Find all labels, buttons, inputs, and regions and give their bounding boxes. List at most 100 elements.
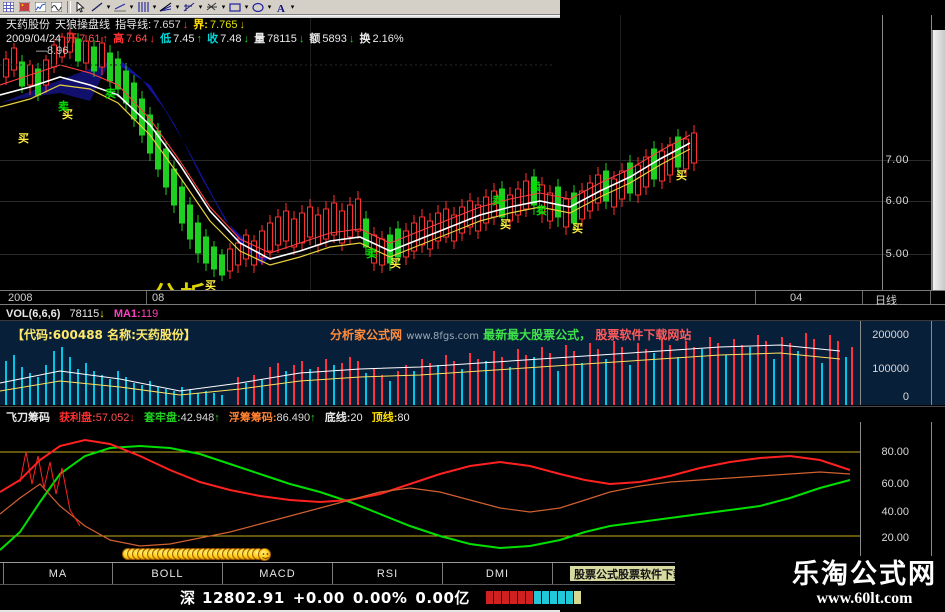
buy-marker: 买 (500, 218, 511, 231)
horizontal-scrollbar-top[interactable] (0, 15, 560, 18)
chevron-down-icon[interactable]: ▾ (106, 3, 111, 11)
indicator-name: 天狼操盘线 (55, 19, 111, 31)
jie-arrow: ↓ (239, 19, 245, 31)
amount-arrow: ↓ (348, 33, 355, 45)
amount-value: 5893 (322, 33, 347, 45)
candlestick-chart (0, 29, 697, 281)
high-arrow: ↓ (149, 33, 156, 45)
trap-arrow: ↑ (214, 412, 220, 424)
vertical-scrollbar[interactable] (932, 30, 945, 290)
buy-marker: 买 (18, 132, 29, 145)
price-tick-label: 6.00 (885, 195, 909, 207)
tab-macd[interactable]: MACD (223, 563, 333, 584)
float-value: 86.490 (276, 412, 311, 424)
tab-ma[interactable]: MA (3, 563, 113, 584)
promo-part-3: 股票软件下载网站 (595, 328, 692, 342)
grid-icon[interactable] (1, 0, 16, 14)
period-label: 日线 (875, 295, 897, 307)
price-y-axis: 7.00 6.00 5.00 (860, 15, 945, 290)
tab-boll[interactable]: BOLL (113, 563, 223, 584)
chart-window-icon[interactable] (33, 0, 48, 14)
chevron-down-icon[interactable]: ▾ (129, 3, 134, 11)
price-chart-panel[interactable]: 买 买 买 买 买 买 买 卖 卖 卖 卖 卖 卖 天药股份 天狼操盘线 指导线… (0, 15, 945, 290)
smiley-face-icon (258, 548, 271, 561)
chevron-down-icon[interactable]: ▾ (244, 3, 249, 11)
rectangle-icon[interactable] (227, 0, 242, 14)
ellipse-icon[interactable] (250, 0, 265, 14)
vol-indicator-name: VOL(6,6,6) (6, 308, 61, 320)
index-change: +0.00 (292, 588, 345, 607)
chevron-down-icon[interactable]: ▾ (152, 3, 157, 11)
market-label: 深 (180, 589, 196, 607)
jie-label: 界: (193, 19, 208, 31)
gridline (0, 160, 945, 161)
top-line-value: 80 (397, 412, 410, 424)
guide-value: 7.657 (153, 19, 181, 31)
volume-chart-panel[interactable]: 【代码:600488 名称:天药股份】 分析家公式网 www.8fgs.com … (0, 320, 945, 405)
text-tool-icon[interactable]: A (273, 0, 288, 14)
close-label: 收 (207, 33, 219, 45)
index-value: 12802.91 (202, 588, 285, 607)
amount-label: 额 (309, 33, 321, 45)
jie-value: 7.765 (209, 19, 238, 31)
promo-url: www.8fgs.com (406, 331, 479, 342)
volume-tick-label: 0 (902, 391, 909, 403)
tab-label: RSI (376, 567, 399, 580)
stock-name: 天药股份 (6, 19, 50, 31)
tab-dmi[interactable]: DMI (443, 563, 553, 584)
ma-note: —8.96 (36, 45, 69, 57)
cursor-arrow-icon[interactable] (73, 0, 88, 14)
fib-lines-icon[interactable] (135, 0, 150, 14)
quote-date: 2009/04/24 (6, 33, 62, 45)
low-arrow: ↑ (196, 33, 203, 45)
low-value: 7.45 (173, 33, 195, 45)
site-watermark: 乐淘公式网 www.60lt.com (792, 560, 937, 608)
vol-ma-value: 119 (140, 308, 159, 320)
date-label-mid: 08 (152, 292, 165, 304)
tab-rsi[interactable]: RSI (333, 563, 443, 584)
indicator-title: 飞刀筹码 (6, 412, 50, 424)
buy-marker: 买 (572, 222, 583, 235)
indicator-tick-label: 60.00 (881, 478, 909, 490)
gann-icon[interactable] (181, 0, 196, 14)
picture-icon[interactable] (17, 0, 32, 14)
line-tool-icon[interactable] (89, 0, 104, 14)
chevron-down-icon[interactable]: ▾ (267, 3, 272, 11)
float-label: 浮筹筹码: (228, 412, 277, 424)
indicator-lines (0, 438, 860, 551)
float-arrow: ↑ (310, 412, 316, 424)
open-value: 7.61 (79, 33, 101, 45)
date-label-start: 2008 (8, 292, 33, 304)
percent-lines-icon[interactable] (204, 0, 219, 14)
guide-label: 指导线: (115, 19, 152, 31)
price-tick-label: 7.00 (885, 154, 909, 166)
market-index-readout: 深 12802.91 +0.00 0.00% 0.00亿 (180, 587, 581, 608)
gridline (620, 15, 621, 290)
close-arrow: ↓ (243, 33, 250, 45)
high-label: 高 (113, 33, 125, 45)
drawing-toolbar[interactable]: ▾ ▾ ▾ ▾ ▾ ▾ ▾ ▾ A ▾ (0, 0, 560, 15)
volume-tick-label: 100000 (872, 363, 909, 375)
profit-label: 获利盘: (59, 412, 96, 424)
buy-marker: 买 (390, 257, 401, 270)
fan-lines-icon[interactable] (158, 0, 173, 14)
chevron-down-icon[interactable]: ▾ (175, 3, 180, 11)
chevron-down-icon[interactable]: ▾ (198, 3, 203, 11)
indicator-tick-label: 80.00 (881, 446, 909, 458)
site-name: 乐淘公式网 (792, 559, 937, 590)
volume-bars (0, 333, 853, 405)
chevron-down-icon[interactable]: ▾ (290, 3, 295, 11)
gridline (0, 254, 945, 255)
svg-text:A: A (277, 3, 285, 13)
wave-icon[interactable] (49, 0, 64, 14)
site-url: www.60lt.com (816, 590, 913, 607)
high-value: 7.64 (126, 33, 148, 45)
trend-channel-icon[interactable] (112, 0, 127, 14)
indicator-chart-panel[interactable]: 80.00 60.00 40.00 20.00 (0, 422, 945, 562)
vol-ma-label: MA1: (113, 308, 141, 320)
index-amount: 0.00亿 (415, 589, 470, 607)
chevron-down-icon[interactable]: ▾ (221, 3, 226, 11)
buy-marker: 买 (62, 108, 73, 121)
indicator-tick-label: 40.00 (881, 506, 909, 518)
